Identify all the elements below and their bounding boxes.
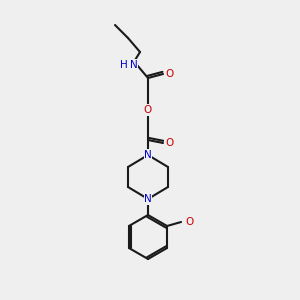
Text: N: N	[130, 60, 138, 70]
Text: O: O	[165, 69, 173, 79]
Text: O: O	[185, 217, 193, 227]
Text: O: O	[165, 138, 173, 148]
Text: O: O	[144, 105, 152, 115]
Text: H: H	[120, 60, 128, 70]
Text: N: N	[144, 194, 152, 204]
Text: N: N	[144, 150, 152, 160]
